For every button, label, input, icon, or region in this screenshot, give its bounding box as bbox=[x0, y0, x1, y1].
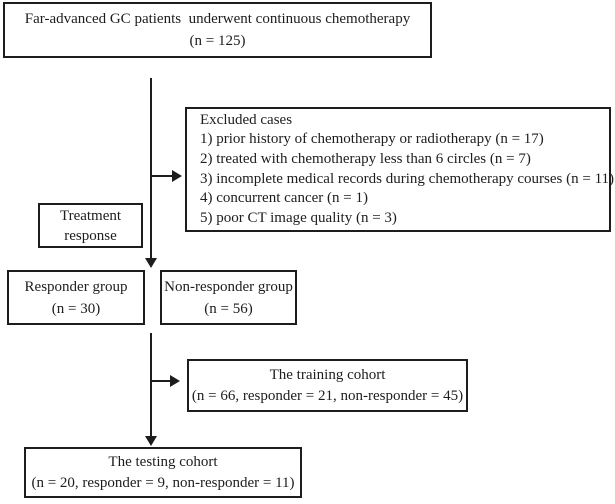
treatment-response-line2: response bbox=[64, 227, 117, 244]
connector-top-to-groups bbox=[150, 78, 153, 259]
box-treatment-response-label: Treatment response bbox=[38, 203, 143, 248]
connector-to-training bbox=[152, 380, 170, 383]
excluded-item-1: 1) prior history of chemotherapy or radi… bbox=[200, 131, 544, 148]
arrowhead-right-to-training bbox=[170, 375, 180, 387]
initial-patients-count: (n = 125) bbox=[189, 33, 246, 49]
initial-patients-text: Far-advanced GC patients underwent conti… bbox=[24, 11, 411, 27]
arrowhead-right-to-excluded bbox=[172, 170, 182, 182]
box-initial-patients: Far-advanced GC patients underwent conti… bbox=[3, 2, 432, 58]
connector-groups-to-testing bbox=[150, 333, 153, 436]
testing-cohort-label: The testing cohort bbox=[108, 453, 218, 470]
responder-group-label: Responder group bbox=[24, 278, 128, 295]
nonresponder-group-label: Non-responder group bbox=[164, 278, 293, 295]
excluded-item-3: 3) incomplete medical records during che… bbox=[200, 170, 615, 187]
excluded-cases-title: Excluded cases bbox=[200, 111, 293, 128]
connector-to-excluded bbox=[152, 175, 173, 178]
box-training-cohort: The training cohort (n = 66, responder =… bbox=[187, 359, 468, 412]
testing-cohort-counts: (n = 20, responder = 9, non-responder = … bbox=[31, 474, 295, 491]
box-testing-cohort: The testing cohort (n = 20, responder = … bbox=[24, 447, 302, 498]
training-cohort-counts: (n = 66, responder = 21, non-responder =… bbox=[191, 387, 464, 404]
excluded-item-4: 4) concurrent cancer (n = 1) bbox=[200, 190, 368, 207]
box-excluded-cases: Excluded cases 1) prior history of chemo… bbox=[185, 107, 615, 232]
excluded-item-5: 5) poor CT image quality (n = 3) bbox=[200, 209, 397, 226]
treatment-response-line1: Treatment bbox=[59, 207, 122, 224]
arrowhead-down-to-testing bbox=[145, 436, 157, 446]
responder-group-count: (n = 30) bbox=[51, 300, 101, 317]
box-responder-group: Responder group (n = 30) bbox=[7, 270, 145, 325]
nonresponder-group-count: (n = 56) bbox=[204, 300, 253, 317]
excluded-item-2: 2) treated with chemotherapy less than 6… bbox=[200, 150, 531, 167]
box-nonresponder-group: Non-responder group (n = 56) bbox=[160, 270, 297, 325]
arrowhead-down-to-groups bbox=[145, 258, 157, 268]
training-cohort-label: The training cohort bbox=[269, 366, 386, 383]
